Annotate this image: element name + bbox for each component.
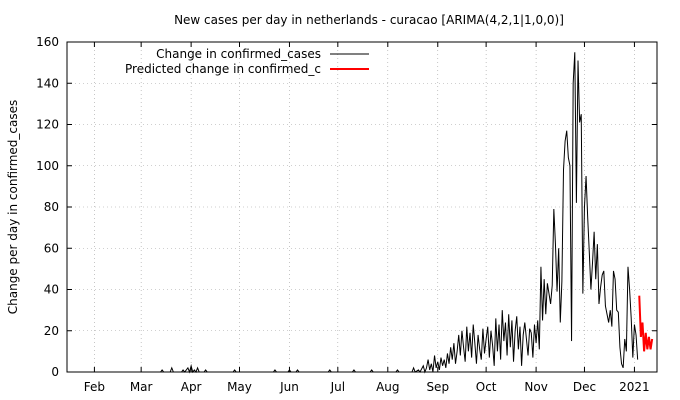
x-tick-label: 2021 xyxy=(619,380,650,394)
x-tick-label: Jun xyxy=(279,380,299,394)
legend-label: Change in confirmed_cases xyxy=(156,47,321,61)
x-tick-label: Mar xyxy=(130,380,153,394)
y-tick-label: 140 xyxy=(36,76,59,90)
y-tick-label: 160 xyxy=(36,35,59,49)
x-tick-label: Jul xyxy=(330,380,345,394)
x-tick-label: Aug xyxy=(376,380,399,394)
y-tick-label: 120 xyxy=(36,118,59,132)
series-layer xyxy=(160,52,654,374)
y-tick-label: 100 xyxy=(36,159,59,173)
x-tick-label: Nov xyxy=(524,380,547,394)
x-tick-label: May xyxy=(227,380,252,394)
grid xyxy=(67,42,657,372)
x-tick-label: Oct xyxy=(476,380,497,394)
series-line-confirmed-cases xyxy=(160,52,639,374)
y-tick-label: 60 xyxy=(44,241,59,255)
y-tick-label: 0 xyxy=(51,365,59,379)
y-tick-label: 80 xyxy=(44,200,59,214)
y-tick-label: 40 xyxy=(44,283,59,297)
chart-title: New cases per day in netherlands - curac… xyxy=(174,13,564,27)
x-tick-label: Feb xyxy=(84,380,105,394)
y-axis: 0 20 40 60 80 100 120 140 160 xyxy=(36,35,657,379)
series-line-predicted xyxy=(638,295,654,352)
x-tick-label: Dec xyxy=(573,380,596,394)
x-tick-label: Apr xyxy=(181,380,202,394)
x-tick-label: Sep xyxy=(426,380,449,394)
legend-label: Predicted change in confirmed_c xyxy=(125,62,321,76)
y-axis-label: Change per day in confirmed_cases xyxy=(6,100,20,315)
x-axis: Feb Mar Apr May Jun Jul Aug Sep Oct Nov Dec 2021 xyxy=(84,42,650,394)
y-tick-label: 20 xyxy=(44,324,59,338)
